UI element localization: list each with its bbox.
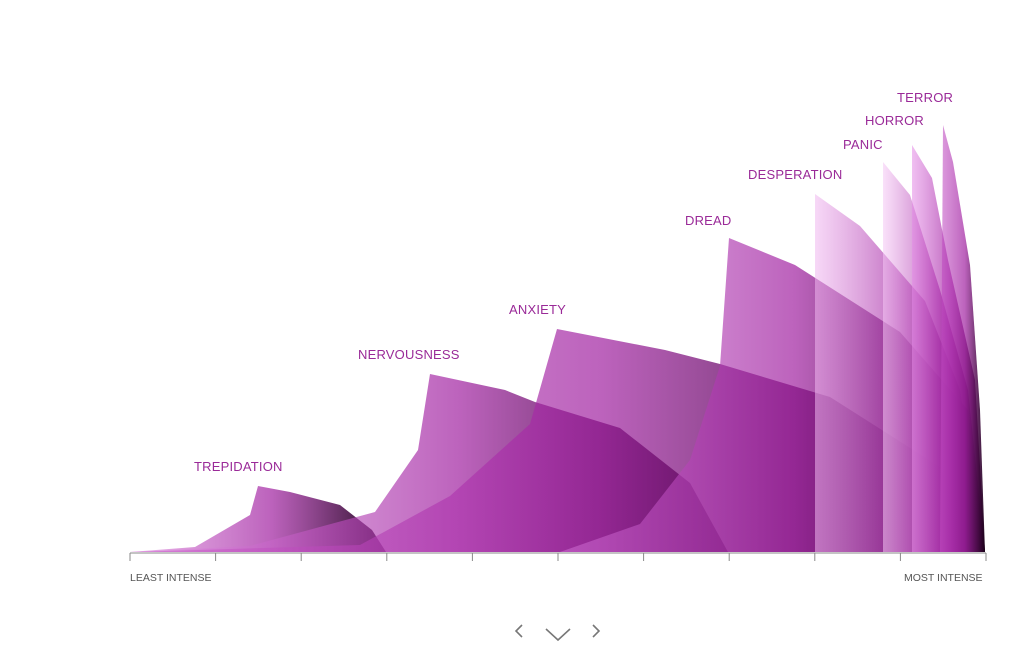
next-button[interactable] <box>590 622 602 645</box>
chevron-down-icon <box>545 628 571 642</box>
label-horror: HORROR <box>865 113 924 128</box>
chevron-right-icon <box>592 624 601 638</box>
chevron-left-icon <box>514 624 523 638</box>
label-trepidation: TREPIDATION <box>194 459 283 474</box>
scroll-down-button[interactable] <box>544 626 572 647</box>
label-terror: TERROR <box>897 90 954 105</box>
label-nervousness: NERVOUSNESS <box>358 347 460 362</box>
area-terror <box>940 125 985 552</box>
label-anxiety: ANXIETY <box>509 302 567 317</box>
x-axis-left-label: LEAST INTENSE <box>130 572 212 584</box>
label-desperation: DESPERATION <box>748 167 843 182</box>
x-axis-right-label: MOST INTENSE <box>904 572 983 584</box>
label-panic: PANIC <box>843 137 883 152</box>
chart-areas <box>130 125 985 552</box>
x-axis <box>129 552 987 561</box>
label-dread: DREAD <box>685 213 732 228</box>
prev-button[interactable] <box>513 622 525 645</box>
